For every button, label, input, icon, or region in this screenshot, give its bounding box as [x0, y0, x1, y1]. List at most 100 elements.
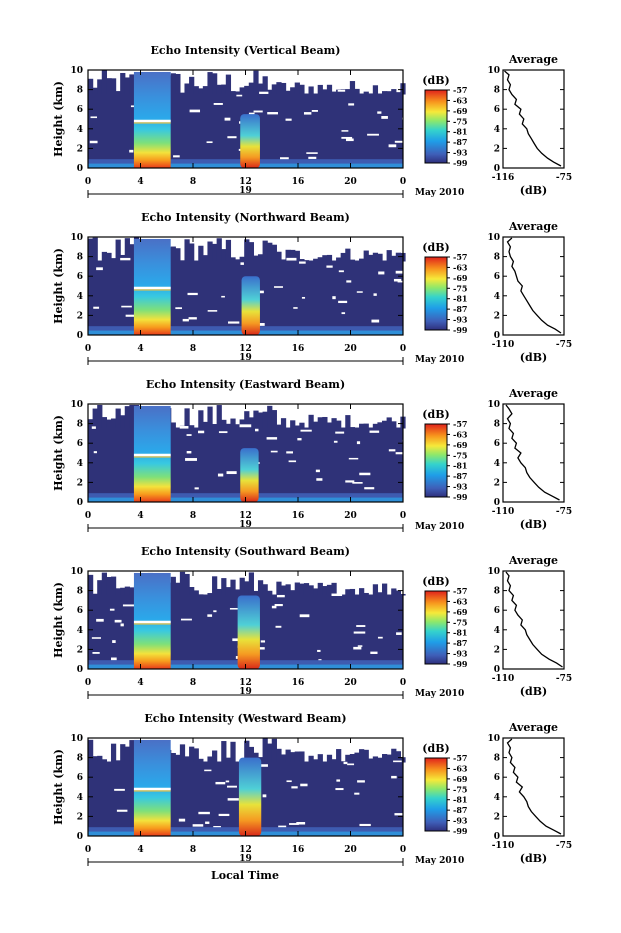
y-axis-label: Height (km) — [52, 81, 65, 157]
clear-patch — [396, 271, 405, 274]
average-x-tick-label: -110 — [492, 507, 515, 517]
clear-patch — [272, 606, 277, 609]
echo-block — [125, 747, 130, 763]
average-x-label: (dB) — [520, 852, 547, 865]
echo-block — [212, 73, 217, 94]
echo-block — [373, 584, 378, 595]
clear-patch — [274, 286, 283, 288]
colorbar — [425, 591, 447, 664]
y-tick-label: 10 — [70, 734, 83, 744]
average-title: Average — [508, 387, 558, 400]
echo-block — [171, 247, 176, 262]
clear-patch — [259, 647, 264, 649]
echo-block — [116, 588, 121, 595]
clear-patch — [93, 307, 99, 309]
clear-patch — [228, 321, 239, 323]
clear-patch — [287, 780, 292, 782]
clear-patch — [213, 610, 216, 612]
echo-block — [240, 87, 245, 94]
clear-patch — [259, 92, 268, 94]
echo-block — [286, 428, 291, 429]
clear-patch — [396, 632, 402, 635]
echo-block — [102, 70, 107, 94]
clear-patch — [345, 480, 354, 482]
y-tick-label: 0 — [77, 498, 83, 508]
convective-rain-cell — [240, 448, 258, 502]
echo-block — [377, 422, 382, 428]
echo-block — [253, 256, 258, 262]
echo-block — [286, 91, 291, 95]
echo-block — [175, 248, 180, 261]
echo-block — [120, 588, 125, 596]
colorbar-tick-label: -99 — [453, 826, 468, 836]
echo-block — [203, 594, 208, 595]
average-x-label: (dB) — [520, 351, 547, 364]
echo-block — [175, 583, 180, 596]
y-tick-label: 2 — [77, 144, 83, 154]
convective-rain-cell — [240, 114, 260, 168]
echo-block — [364, 251, 369, 262]
clear-patch — [207, 141, 213, 143]
average-frame — [503, 571, 564, 669]
x-tick-label: 4 — [137, 177, 143, 187]
echo-block — [354, 89, 359, 95]
x-tick-label: 16 — [292, 344, 305, 354]
colorbar-unit: (dB) — [422, 742, 449, 755]
echo-block — [203, 86, 208, 94]
echo-block — [189, 77, 194, 95]
average-y-tick-label: 2 — [494, 812, 500, 822]
clear-patch — [297, 438, 301, 440]
echo-block — [391, 588, 396, 595]
y-tick-label: 4 — [77, 793, 83, 803]
average-y-tick-label: 4 — [494, 626, 500, 636]
echo-block — [318, 583, 323, 596]
y-tick-label: 2 — [77, 645, 83, 655]
echo-block — [106, 420, 111, 429]
echo-block — [304, 583, 309, 595]
echo-block — [272, 245, 277, 262]
x-tick-label: 16 — [292, 845, 305, 855]
colorbar-tick-label: -87 — [453, 471, 467, 481]
echo-block — [249, 83, 254, 95]
echo-block — [93, 594, 98, 596]
echo-block — [198, 594, 203, 595]
echo-block — [387, 755, 392, 763]
colorbar — [425, 90, 447, 163]
average-y-tick-label: 10 — [487, 66, 500, 76]
y-tick-label: 4 — [77, 459, 83, 469]
echo-block — [171, 753, 176, 763]
clear-patch — [296, 822, 305, 825]
clear-patch — [293, 307, 297, 309]
clear-patch — [90, 141, 98, 143]
echo-block — [299, 751, 304, 762]
clear-patch — [276, 626, 282, 628]
echo-block — [345, 249, 350, 262]
echo-block — [120, 73, 125, 95]
colorbar-tick-label: -93 — [453, 482, 468, 492]
x-tick-label: 20 — [344, 177, 357, 187]
clear-patch — [187, 451, 192, 453]
x-tick-label: 16 — [292, 678, 305, 688]
echo-block — [240, 257, 245, 262]
colorbar-tick-label: -75 — [453, 450, 467, 460]
clear-patch — [181, 619, 192, 621]
clear-patch — [300, 784, 307, 787]
clear-patch — [173, 155, 180, 157]
average-y-tick-label: 2 — [494, 645, 500, 655]
clear-patch — [300, 614, 310, 617]
clear-patch — [341, 130, 348, 132]
x-tick-label: 20 — [344, 678, 357, 688]
colorbar-tick-label: -63 — [453, 429, 468, 439]
echo-block — [309, 415, 314, 429]
clear-patch — [225, 118, 231, 121]
clear-patch — [94, 451, 97, 453]
clear-patch — [193, 824, 204, 826]
echo-block — [116, 409, 121, 429]
echo-block — [244, 86, 249, 95]
x-tick-label: 8 — [190, 511, 196, 521]
average-profile-line — [505, 71, 562, 166]
convective-rain-cell — [239, 758, 261, 836]
echo-block — [373, 85, 378, 94]
echo-block — [295, 83, 300, 95]
echo-block — [212, 424, 217, 428]
